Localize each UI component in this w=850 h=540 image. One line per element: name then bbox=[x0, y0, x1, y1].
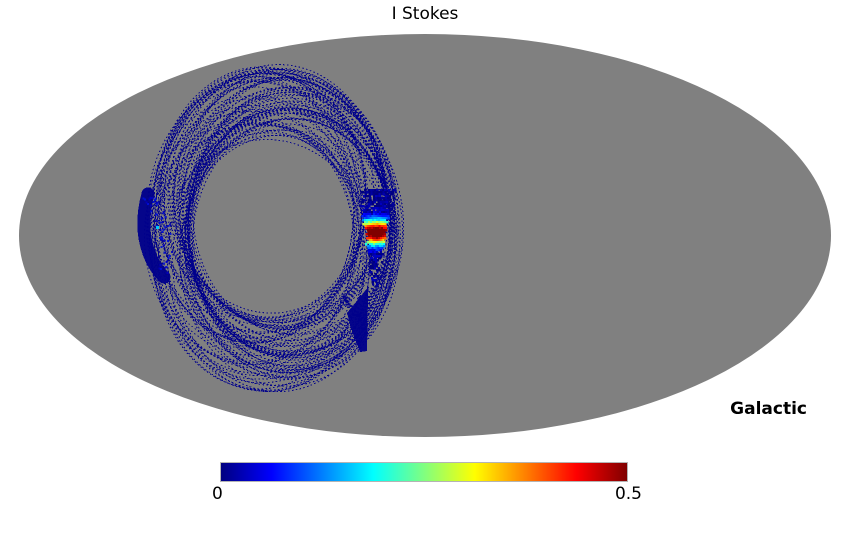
colorbar bbox=[220, 462, 628, 482]
colorbar-max-label: 0.5 bbox=[614, 484, 642, 504]
map-title: I Stokes bbox=[391, 4, 459, 24]
colorbar-min-label: 0 bbox=[212, 484, 223, 504]
coordinate-system-label: Galactic bbox=[730, 399, 807, 419]
